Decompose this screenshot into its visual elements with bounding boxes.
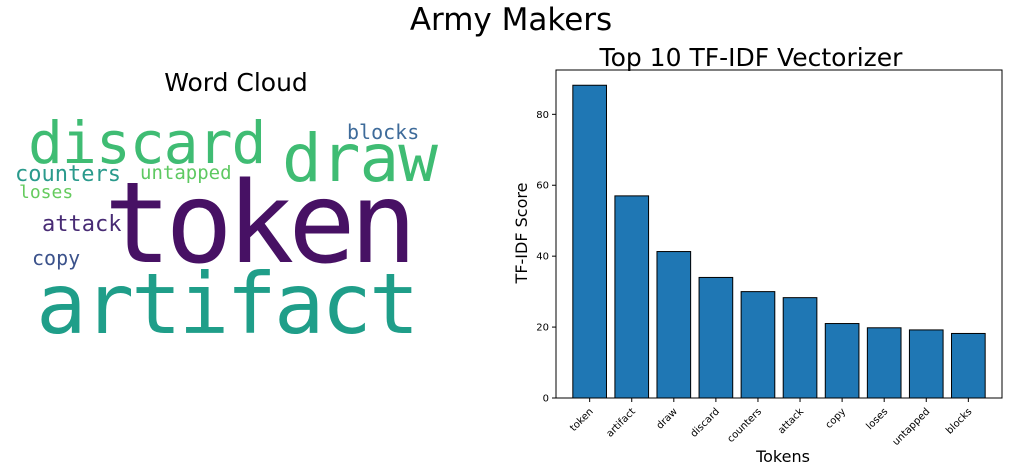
plot-frame bbox=[555, 69, 1003, 399]
cloud-word-untapped: untapped bbox=[140, 162, 232, 184]
x-tick-label: discard bbox=[689, 406, 722, 439]
x-tick-label: copy bbox=[824, 406, 849, 431]
cloud-word-counters: counters bbox=[15, 162, 121, 187]
word-cloud-title: Word Cloud bbox=[164, 68, 308, 97]
word-cloud: Word Cloud token artifact draw discard c… bbox=[15, 68, 438, 353]
figure-title: Army Makers bbox=[409, 2, 613, 38]
bar-token bbox=[572, 84, 607, 399]
y-tick-label: 80 bbox=[536, 110, 549, 121]
cloud-word-blocks: blocks bbox=[347, 120, 420, 144]
bar-discard bbox=[698, 276, 734, 399]
x-axis-label: Tokens bbox=[755, 447, 810, 466]
bar-loses bbox=[866, 327, 902, 399]
bar-artifact bbox=[614, 195, 650, 399]
x-tick-label: blocks bbox=[944, 406, 974, 436]
bar-untapped bbox=[908, 329, 944, 399]
bar-attack bbox=[782, 297, 818, 399]
cloud-word-draw: draw bbox=[282, 120, 438, 197]
y-tick-label: 40 bbox=[536, 252, 549, 263]
cloud-word-loses: loses bbox=[19, 182, 74, 203]
cloud-word-token: token bbox=[104, 159, 417, 289]
x-tick-label: attack bbox=[776, 406, 806, 436]
bar-draw bbox=[656, 251, 692, 399]
x-tick-label: untapped bbox=[891, 406, 933, 448]
x-tick-label: loses bbox=[865, 406, 891, 432]
cloud-word-artifact: artifact bbox=[36, 255, 420, 353]
y-tick-label: 20 bbox=[536, 323, 549, 334]
chart-title: Top 10 TF-IDF Vectorizer bbox=[599, 43, 904, 72]
y-tick-label: 60 bbox=[536, 181, 549, 192]
y-tick-label: 0 bbox=[543, 394, 549, 405]
x-tick-label: token bbox=[568, 406, 596, 434]
bar-chart: Top 10 TF-IDF Vectorizer TF-IDF Score To… bbox=[512, 43, 1003, 466]
cloud-word-copy: copy bbox=[32, 246, 81, 270]
bar-copy bbox=[824, 323, 860, 399]
y-axis-label: TF-IDF Score bbox=[512, 183, 531, 285]
cloud-word-attack: attack bbox=[42, 212, 122, 237]
x-tick-label: counters bbox=[725, 406, 764, 445]
bar-counters bbox=[740, 291, 776, 399]
x-tick-label: draw bbox=[655, 406, 680, 431]
cloud-word-discard: discard bbox=[28, 109, 266, 177]
plot-area: token artifact draw discard counters attack co… bbox=[536, 69, 1003, 448]
bar-blocks bbox=[951, 332, 986, 399]
x-tick-label: artifact bbox=[605, 406, 638, 439]
